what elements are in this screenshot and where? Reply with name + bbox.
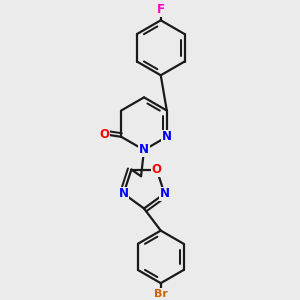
- Text: N: N: [139, 143, 149, 156]
- Text: N: N: [118, 187, 129, 200]
- Text: Br: Br: [154, 289, 168, 299]
- Text: N: N: [160, 187, 170, 200]
- Text: N: N: [162, 130, 172, 143]
- Text: F: F: [157, 3, 165, 16]
- Text: O: O: [100, 128, 110, 141]
- Text: O: O: [152, 163, 162, 176]
